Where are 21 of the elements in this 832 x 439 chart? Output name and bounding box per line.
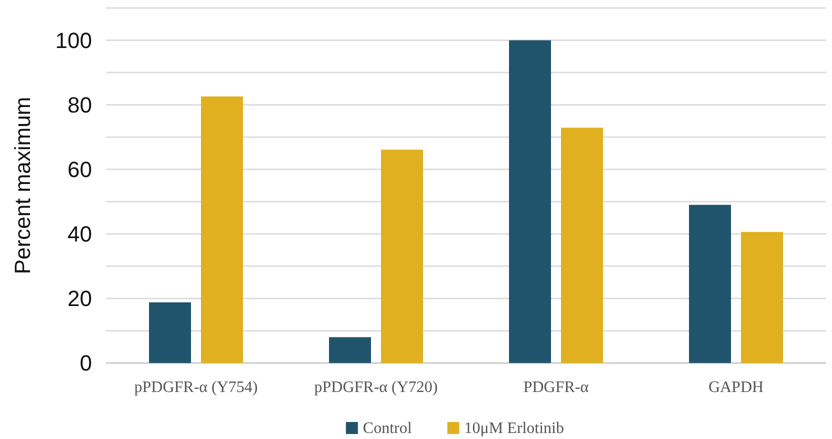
bar — [381, 150, 423, 363]
x-tick-label: pPDGFR-α (Y754) — [134, 379, 258, 396]
bar — [201, 96, 243, 363]
bar — [689, 204, 731, 363]
y-axis-title: Percent maximum — [10, 96, 35, 274]
y-tick-label: 80 — [68, 92, 92, 118]
bar — [561, 128, 603, 363]
y-tick-label: 40 — [68, 222, 92, 247]
y-tick-label: 0 — [80, 350, 92, 376]
y-tick-label: 60 — [68, 157, 92, 182]
bar — [509, 40, 551, 363]
x-tick-label: pPDGFR-α (Y720) — [314, 379, 438, 396]
bar — [741, 232, 783, 363]
bar — [329, 337, 371, 363]
x-tick-label: PDGFR-α — [523, 379, 590, 396]
x-tick-label: GAPDH — [708, 379, 764, 396]
y-tick-label: 100 — [55, 28, 92, 53]
legend-label: 10μM Erlotinib — [464, 420, 564, 437]
bar — [149, 302, 191, 363]
y-tick-label: 20 — [68, 286, 92, 312]
legend-label: Control — [362, 420, 412, 437]
